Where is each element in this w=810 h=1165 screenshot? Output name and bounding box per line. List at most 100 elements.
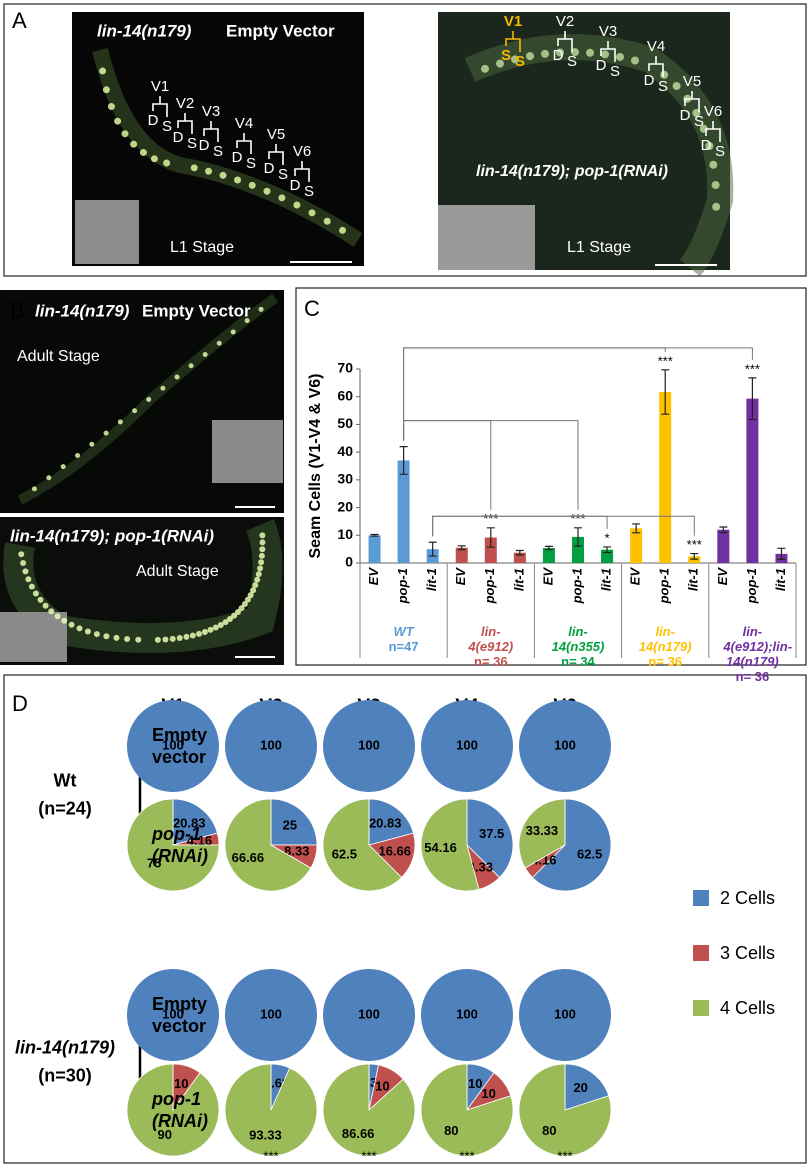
pie-slice — [323, 700, 415, 792]
category-label: lit-1 — [511, 568, 526, 591]
nucleus — [571, 48, 579, 57]
pie-slice — [368, 832, 416, 879]
category-label: pop-1 — [744, 568, 759, 604]
pie-slice — [323, 969, 415, 1061]
legend-swatch — [693, 890, 709, 906]
group-name: lin-14(n179) — [15, 1037, 115, 1057]
lineage-name: V5 — [267, 126, 285, 143]
pie-slice — [421, 969, 513, 1061]
nucleus — [238, 605, 245, 612]
nucleus — [28, 583, 35, 590]
nucleus — [586, 48, 594, 57]
lineage-bracket — [268, 144, 284, 165]
slice-label: 66.66 — [232, 850, 265, 865]
nucleus — [60, 464, 66, 470]
lineage-name: V3 — [599, 23, 617, 40]
y-tick-label: 0 — [345, 554, 353, 570]
pie-slice — [225, 700, 317, 792]
bar — [572, 536, 584, 563]
daughter-cell: S — [610, 63, 620, 80]
slice-label: 100 — [162, 1006, 184, 1021]
genotype: lin-14(n179) — [97, 21, 192, 40]
worm — [92, 48, 363, 247]
group-n: n= 36 — [473, 654, 508, 669]
nucleus — [183, 633, 190, 640]
nucleus — [150, 155, 158, 163]
nucleus — [46, 475, 52, 481]
y-axis-label: Seam Cells (V1-V4 & V6) — [307, 374, 324, 559]
condition-label: pop-1 (RNAi) — [152, 1089, 208, 1131]
lineage-bracket — [648, 56, 664, 77]
slice-label: 100 — [260, 1006, 282, 1021]
slice-label: 25 — [283, 818, 297, 833]
inset-image — [0, 612, 67, 662]
pie-slice — [531, 798, 612, 892]
nucleus — [20, 560, 27, 567]
group-name: Wt — [54, 770, 77, 790]
slice-label: 100 — [456, 1006, 478, 1021]
panel-label: A — [12, 8, 27, 33]
nucleus — [263, 187, 271, 195]
category-label: lit-1 — [686, 568, 701, 591]
lineage-bracket — [236, 133, 252, 154]
slice-label: 4.16 — [187, 833, 212, 848]
bar — [368, 535, 381, 563]
bar — [717, 529, 730, 563]
group-n: n=47 — [388, 639, 419, 654]
y-tick-label: 20 — [337, 498, 353, 514]
condition: Empty Vector — [142, 301, 251, 320]
pie-slice — [420, 798, 480, 892]
significance: *** — [361, 1148, 376, 1163]
lineage-bracket — [294, 161, 310, 182]
stage: Adult Stage — [17, 348, 100, 365]
lineage-name: V6 — [704, 103, 722, 120]
category-label: lit-1 — [599, 568, 614, 591]
group-n: (n=30) — [38, 1065, 92, 1085]
significance: *** — [459, 1148, 474, 1163]
group-n: n= 36 — [648, 654, 682, 669]
nucleus — [146, 397, 152, 402]
pie-slice — [225, 969, 317, 1061]
nucleus — [22, 568, 29, 575]
nucleus — [308, 209, 316, 217]
panel-d-frame — [3, 674, 807, 1164]
pie-slice — [420, 1063, 514, 1157]
nucleus — [117, 419, 123, 425]
slice-label: 37.5 — [479, 826, 504, 841]
bar — [397, 460, 410, 563]
nucleus — [190, 164, 198, 172]
daughter-cell: D — [232, 149, 243, 166]
pie-slice — [421, 700, 513, 792]
bar — [659, 392, 672, 563]
condition-label: Empty vector — [152, 725, 208, 767]
bar — [484, 537, 497, 563]
legend-label: 2 Cells — [720, 888, 775, 908]
nucleus — [42, 602, 49, 609]
error-bar — [777, 547, 786, 560]
lineage-name: V4 — [235, 115, 253, 132]
nucleus — [132, 408, 138, 414]
inset-image — [438, 205, 535, 270]
nucleus — [48, 608, 55, 615]
nucleus — [252, 582, 259, 589]
nucleus — [556, 48, 564, 57]
nucleus — [222, 619, 229, 626]
group-label-box: lin-14(n179) n= 36 — [622, 624, 709, 669]
nucleus — [241, 601, 248, 608]
daughter-cell: D — [701, 137, 712, 154]
nucleus — [76, 625, 83, 632]
daughter-cell: D — [290, 177, 301, 194]
slice-label: 100 — [162, 737, 184, 752]
genotype: lin-14(n179); pop-1(RNAi) — [10, 526, 214, 545]
nucleus — [511, 55, 519, 64]
lineage-bracket — [684, 91, 700, 112]
error-bar — [574, 527, 582, 547]
error-bar — [544, 545, 553, 551]
bar — [630, 528, 643, 563]
daughter-cell: S — [278, 166, 288, 183]
nucleus — [481, 64, 489, 73]
daughter-cell: S — [162, 118, 172, 135]
slice-label: 75 — [147, 855, 161, 870]
group-label-box: lin-4(e912);lin-14(n179) n= 36 — [709, 624, 796, 684]
